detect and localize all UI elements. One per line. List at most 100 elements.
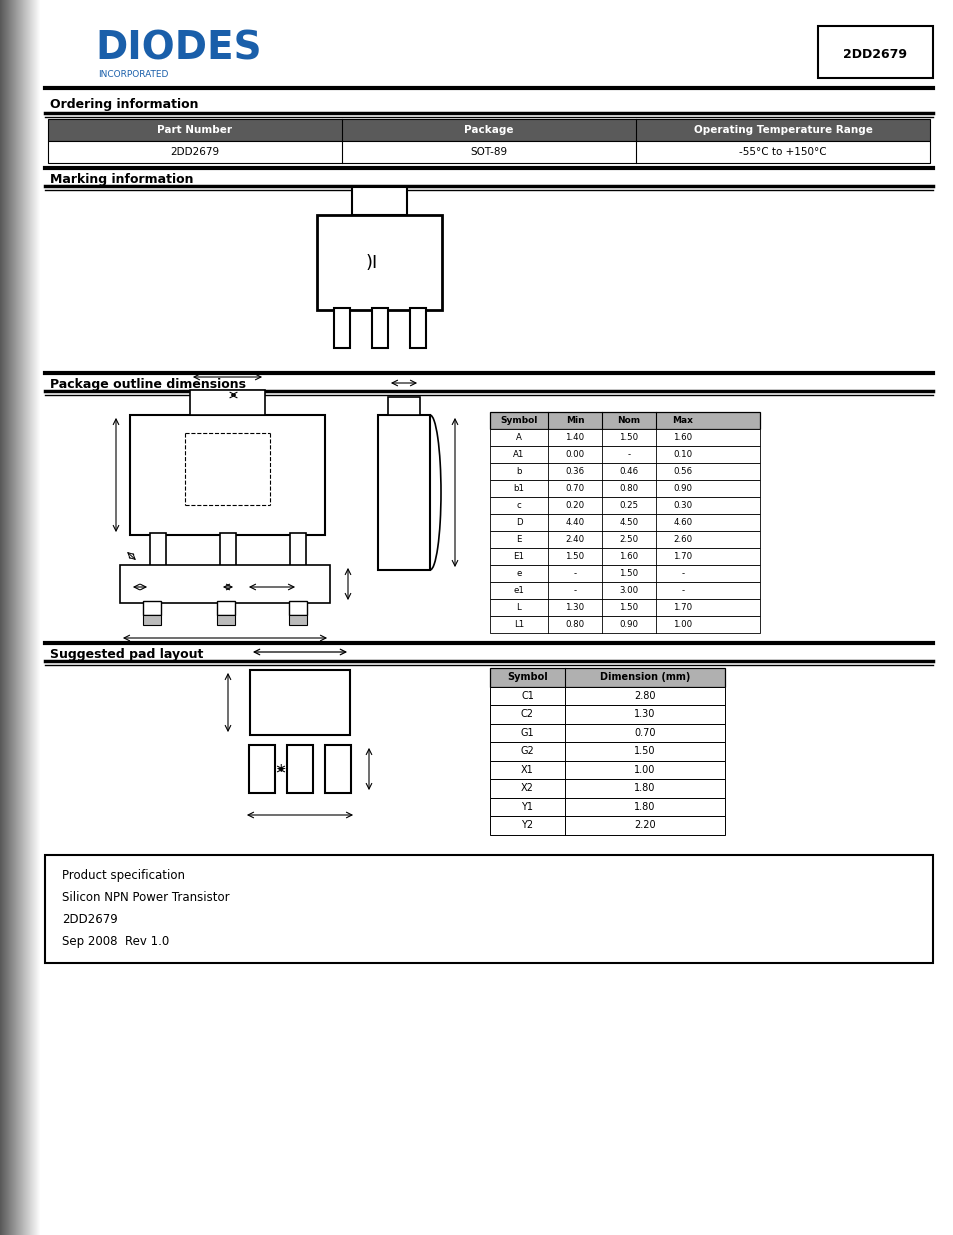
- Text: 0.00: 0.00: [565, 450, 584, 459]
- Text: 1.50: 1.50: [618, 569, 638, 578]
- Bar: [490, 705, 724, 724]
- Text: 0.20: 0.20: [565, 501, 584, 510]
- Text: Symbol: Symbol: [499, 416, 537, 425]
- Text: Y2: Y2: [521, 820, 533, 830]
- Bar: [317, 215, 442, 310]
- Text: SOT-89: SOT-89: [470, 147, 507, 157]
- Text: DIODES: DIODES: [95, 30, 261, 68]
- Text: 1.00: 1.00: [673, 620, 692, 629]
- Text: 1.40: 1.40: [565, 433, 584, 442]
- Bar: [34, 0, 35, 1235]
- Bar: [490, 687, 724, 705]
- Bar: [290, 534, 306, 573]
- Bar: [21, 0, 22, 1235]
- Bar: [19, 0, 20, 1235]
- Bar: [287, 745, 313, 793]
- Text: A: A: [516, 433, 521, 442]
- Text: Operating Temperature Range: Operating Temperature Range: [693, 125, 872, 135]
- Text: 2.80: 2.80: [634, 690, 655, 700]
- Text: -: -: [573, 569, 576, 578]
- Bar: [130, 415, 325, 535]
- Bar: [39, 0, 40, 1235]
- Text: L1: L1: [514, 620, 523, 629]
- Bar: [14, 0, 15, 1235]
- Text: Symbol: Symbol: [507, 672, 547, 682]
- Bar: [490, 724, 724, 742]
- Text: 1.50: 1.50: [618, 603, 638, 613]
- Bar: [16, 0, 17, 1235]
- Bar: [490, 668, 724, 687]
- Bar: [490, 582, 760, 599]
- Text: b: b: [516, 467, 521, 475]
- Bar: [1, 0, 2, 1235]
- Text: 0.36: 0.36: [565, 467, 584, 475]
- Text: 1.50: 1.50: [618, 433, 638, 442]
- Text: 1.70: 1.70: [673, 552, 692, 561]
- Bar: [20, 0, 21, 1235]
- Text: Dimension (mm): Dimension (mm): [599, 672, 689, 682]
- Bar: [490, 798, 724, 816]
- Bar: [372, 308, 388, 348]
- Bar: [490, 446, 760, 463]
- Bar: [27, 0, 28, 1235]
- Text: Package outline dimensions: Package outline dimensions: [50, 378, 246, 391]
- Bar: [12, 0, 13, 1235]
- Text: 0.56: 0.56: [673, 467, 692, 475]
- Text: 0.25: 0.25: [618, 501, 638, 510]
- Text: 4.50: 4.50: [618, 517, 638, 527]
- Text: 1.30: 1.30: [634, 709, 655, 719]
- Bar: [817, 26, 932, 78]
- Bar: [216, 615, 234, 625]
- Bar: [490, 514, 760, 531]
- Text: 0.80: 0.80: [565, 620, 584, 629]
- Text: 1.80: 1.80: [634, 783, 655, 793]
- Bar: [143, 615, 161, 625]
- Bar: [490, 816, 724, 835]
- Bar: [490, 531, 760, 548]
- Text: 4.60: 4.60: [673, 517, 692, 527]
- Text: 2DD2679: 2DD2679: [171, 147, 219, 157]
- Text: L: L: [517, 603, 521, 613]
- Bar: [35, 0, 36, 1235]
- Text: Silicon NPN Power Transistor: Silicon NPN Power Transistor: [62, 890, 230, 904]
- Text: 0.90: 0.90: [618, 620, 638, 629]
- Text: -: -: [573, 585, 576, 595]
- Bar: [490, 412, 760, 429]
- Bar: [29, 0, 30, 1235]
- Text: 0.90: 0.90: [673, 484, 692, 493]
- Bar: [36, 0, 37, 1235]
- Text: INCORPORATED: INCORPORATED: [98, 70, 168, 79]
- Bar: [28, 0, 29, 1235]
- Text: 1.60: 1.60: [618, 552, 638, 561]
- Text: +: +: [275, 762, 286, 776]
- Text: c: c: [517, 501, 521, 510]
- Text: Y1: Y1: [521, 802, 533, 811]
- Text: 2DD2679: 2DD2679: [62, 913, 117, 926]
- Text: 2.50: 2.50: [618, 535, 638, 543]
- Text: E: E: [516, 535, 521, 543]
- Text: Part Number: Part Number: [157, 125, 233, 135]
- Bar: [490, 564, 760, 582]
- Bar: [289, 601, 307, 615]
- Bar: [216, 601, 234, 615]
- Text: A1: A1: [513, 450, 524, 459]
- Bar: [490, 496, 760, 514]
- Bar: [18, 0, 19, 1235]
- Bar: [38, 0, 39, 1235]
- Text: Min: Min: [565, 416, 583, 425]
- Bar: [120, 564, 330, 603]
- Bar: [352, 186, 407, 215]
- Text: G2: G2: [520, 746, 534, 756]
- Bar: [32, 0, 33, 1235]
- Bar: [490, 429, 760, 446]
- Bar: [410, 308, 426, 348]
- Bar: [25, 0, 26, 1235]
- Text: X2: X2: [520, 783, 534, 793]
- Text: e1: e1: [513, 585, 524, 595]
- Text: Product specification: Product specification: [62, 869, 185, 882]
- Bar: [5, 0, 6, 1235]
- Text: Nom: Nom: [617, 416, 639, 425]
- Bar: [48, 119, 929, 141]
- Bar: [2, 0, 3, 1235]
- Bar: [325, 745, 351, 793]
